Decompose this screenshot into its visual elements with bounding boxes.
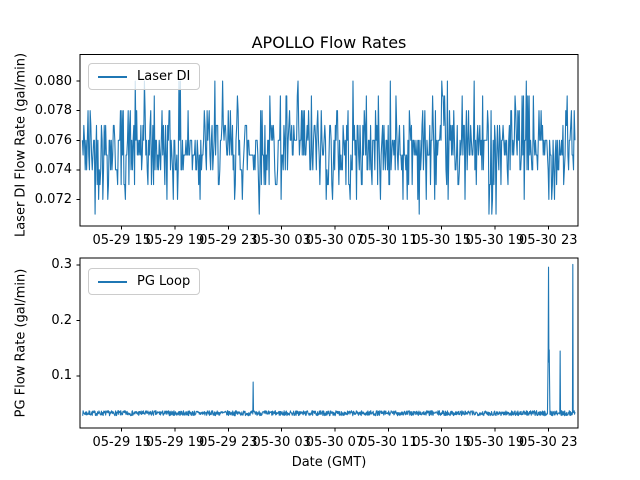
legend-laser-di: Laser DI	[88, 63, 201, 90]
x-tick-label: 05-29 23	[199, 233, 258, 248]
x-tick-label: 05-30 11	[359, 233, 418, 248]
x-tick-label: 05-29 19	[145, 435, 205, 450]
laser-di-line	[81, 80, 576, 215]
y-tick-label: 0.076	[34, 132, 72, 148]
x-tick-label: 05-30 07	[305, 435, 365, 450]
x-tick-label: 05-29 19	[145, 233, 205, 248]
x-tick-label: 05-30 23	[519, 435, 578, 450]
y-tick-label: 0.2	[51, 312, 72, 328]
pg-loop-line	[82, 263, 576, 417]
y-tick-label: 0.078	[34, 103, 72, 119]
y-axis-label-pg: PG Flow Rate (gal/min)	[13, 268, 29, 418]
x-tick-label: 05-30 15	[412, 233, 471, 248]
x-tick-label: 05-30 11	[359, 435, 418, 450]
legend-label-pg-loop: PG Loop	[137, 274, 191, 289]
x-tick-label: 05-29 23	[199, 435, 258, 450]
y-tick-label: 0.080	[34, 73, 72, 89]
y-tick-label: 0.072	[34, 191, 72, 207]
legend-line-sample-icon	[98, 280, 127, 283]
y-tick-label: 0.1	[51, 368, 72, 384]
x-tick-label: 05-30 15	[412, 435, 471, 450]
x-tick-label: 05-30 03	[252, 233, 311, 248]
x-tick-label: 05-30 07	[305, 233, 365, 248]
legend-label-laser-di: Laser DI	[137, 69, 191, 84]
legend-line-sample-icon	[98, 75, 127, 78]
x-tick-label: 05-30 19	[465, 435, 525, 450]
legend-pg-loop: PG Loop	[88, 268, 201, 295]
chart-title: APOLLO Flow Rates	[251, 33, 407, 52]
x-tick-label: 05-30 23	[519, 233, 578, 248]
x-tick-label: 05-30 19	[465, 233, 525, 248]
x-tick-label: 05-29 15	[92, 435, 151, 450]
y-tick-label: 0.3	[51, 257, 72, 273]
x-tick-label: 05-29 15	[92, 233, 151, 248]
x-axis-label: Date (GMT)	[291, 455, 367, 470]
x-tick-label: 05-30 03	[252, 435, 311, 450]
y-tick-label: 0.074	[34, 162, 72, 178]
